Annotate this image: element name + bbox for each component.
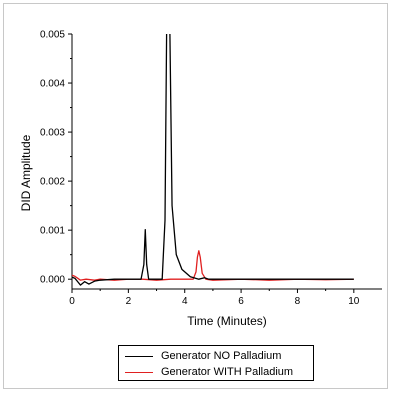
x-tick-label-6: 6 (238, 296, 244, 307)
y-tick-label-0.003: 0.003 (40, 128, 65, 139)
plot-area: 0 2 4 6 8 10 0.000 0.001 0.002 0.003 0.004 0.005 (40, 30, 382, 307)
legend-swatch-no-palladium (125, 355, 153, 357)
legend-item-with-palladium: Generator WITH Palladium (119, 364, 293, 380)
series-line-generator-with-palladium (72, 250, 354, 281)
x-tick-label-10: 10 (348, 296, 360, 307)
x-axis-title: Time (Minutes) (187, 314, 267, 328)
y-tick-label-0.005: 0.005 (40, 30, 65, 41)
legend-item-no-palladium: Generator NO Palladium (119, 348, 281, 364)
x-tick-label-4: 4 (182, 296, 188, 307)
x-tick-label-0: 0 (69, 296, 75, 307)
y-tick-label-0.000: 0.000 (40, 275, 65, 286)
legend-label-no-palladium: Generator NO Palladium (161, 350, 282, 362)
y-tick-label-0.004: 0.004 (40, 79, 65, 90)
x-tick-label-2: 2 (126, 296, 132, 307)
y-axis-title: DID Amplitude (19, 134, 33, 211)
legend-swatch-with-palladium (125, 371, 153, 373)
legend-label-with-palladium: Generator WITH Palladium (161, 366, 294, 378)
series-line-generator-no-palladium (72, 34, 354, 286)
chart-frame (3, 3, 388, 389)
x-tick-label-8: 8 (295, 296, 301, 307)
y-tick-label-0.001: 0.001 (40, 226, 65, 237)
legend: Generator NO Palladium Generator WITH Pa… (118, 345, 314, 381)
y-tick-label-0.002: 0.002 (40, 177, 65, 188)
